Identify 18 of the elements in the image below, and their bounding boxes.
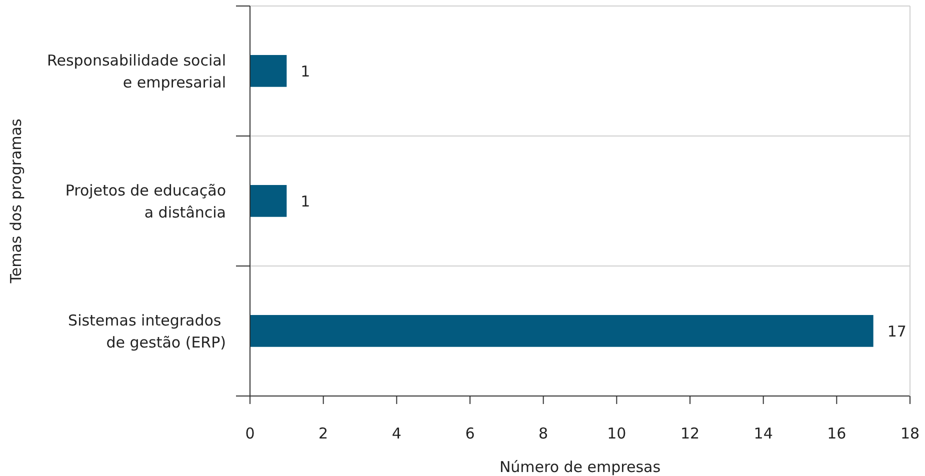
x-tick-label: 14	[754, 424, 773, 443]
x-tick-label: 4	[392, 424, 402, 443]
x-tick-label: 12	[680, 424, 700, 443]
x-tick-label: 2	[318, 424, 328, 443]
y-tick-label: Sistemas integrados de gestão (ERP)	[68, 311, 226, 352]
x-axis-title: Número de empresas	[499, 458, 661, 476]
data-label: 17	[887, 322, 906, 340]
x-tick-label: 10	[607, 424, 626, 443]
x-tick-label: 18	[900, 424, 920, 443]
data-label: 1	[300, 62, 310, 80]
x-tick-label: 6	[465, 424, 475, 443]
x-tick-label: 8	[538, 424, 548, 443]
y-tick-label: Responsabilidade social e empresarial	[46, 51, 226, 92]
data-label: 1	[300, 192, 310, 210]
x-tick-label: 16	[827, 424, 846, 443]
y-axis-title: Temas dos programas	[7, 118, 25, 284]
x-tick-label: 0	[245, 424, 255, 443]
y-tick-label: Projetos de educação a distância	[65, 181, 226, 222]
